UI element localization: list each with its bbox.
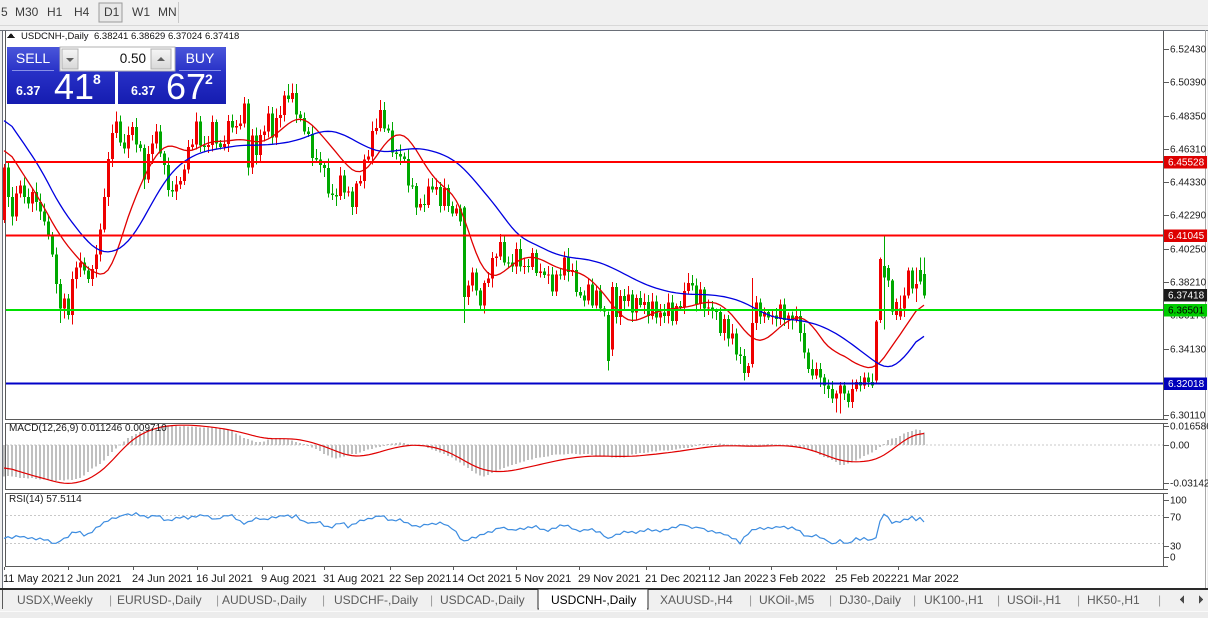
svg-text:EURUSD-,Daily: EURUSD-,Daily	[117, 593, 202, 607]
svg-text:MN: MN	[158, 5, 177, 19]
svg-text:USDCHF-,Daily: USDCHF-,Daily	[334, 593, 418, 607]
svg-text:3 Feb 2022: 3 Feb 2022	[770, 573, 826, 585]
svg-text:|: |	[997, 593, 1000, 607]
svg-text:XAUUSD-,H4: XAUUSD-,H4	[660, 593, 733, 607]
svg-text:SELL: SELL	[16, 50, 50, 66]
svg-text:|: |	[1077, 593, 1080, 607]
svg-text:6.46310: 6.46310	[1170, 145, 1207, 156]
svg-text:D1: D1	[104, 5, 120, 19]
svg-text:HK50-,H1: HK50-,H1	[1087, 593, 1140, 607]
svg-text:70: 70	[1170, 513, 1182, 524]
svg-text:|: |	[829, 593, 832, 607]
svg-text:6.38241 6.38629 6.37024 6.3741: 6.38241 6.38629 6.37024 6.37418	[94, 31, 239, 42]
svg-text:USDCAD-,Daily: USDCAD-,Daily	[440, 593, 525, 607]
svg-text:22 Sep 2021: 22 Sep 2021	[389, 573, 451, 585]
svg-text:UKOil-,M5: UKOil-,M5	[759, 593, 815, 607]
svg-text:6.40250: 6.40250	[1170, 245, 1207, 256]
svg-text:5 Nov 2021: 5 Nov 2021	[515, 573, 571, 585]
svg-text:67: 67	[166, 66, 206, 107]
svg-text:MACD(12,26,9) 0.011246 0.00971: MACD(12,26,9) 0.011246 0.009710	[9, 423, 167, 434]
svg-text:|: |	[430, 593, 433, 607]
svg-text:AUDUSD-,Daily: AUDUSD-,Daily	[222, 593, 307, 607]
svg-text:29 Nov 2021: 29 Nov 2021	[578, 573, 640, 585]
svg-text:H1: H1	[47, 5, 63, 19]
svg-text:W1: W1	[132, 5, 150, 19]
svg-text:RSI(14) 57.5114: RSI(14) 57.5114	[9, 494, 82, 505]
svg-text:6.44330: 6.44330	[1170, 178, 1207, 189]
svg-text:24 Jun 2021: 24 Jun 2021	[132, 573, 193, 585]
svg-text:|: |	[322, 593, 325, 607]
svg-text:6.32018: 6.32018	[1168, 379, 1205, 390]
svg-text:100: 100	[1170, 496, 1187, 507]
svg-text:5: 5	[1, 5, 8, 19]
svg-text:BUY: BUY	[186, 50, 215, 66]
svg-text:0.50: 0.50	[120, 51, 146, 66]
svg-text:31 Aug 2021: 31 Aug 2021	[323, 573, 385, 585]
svg-text:|: |	[1158, 593, 1161, 607]
svg-text:41: 41	[54, 66, 94, 107]
svg-text:9 Aug 2021: 9 Aug 2021	[261, 573, 317, 585]
svg-text:8: 8	[93, 71, 101, 87]
svg-text:0.016586: 0.016586	[1170, 422, 1208, 433]
svg-text:6.37418: 6.37418	[1168, 291, 1205, 302]
svg-text:0.00: 0.00	[1170, 441, 1190, 452]
svg-text:6.45528: 6.45528	[1168, 158, 1205, 169]
svg-text:21 Dec 2021: 21 Dec 2021	[645, 573, 707, 585]
svg-text:6.30110: 6.30110	[1170, 411, 1206, 422]
svg-text:6.34130: 6.34130	[1170, 345, 1207, 356]
svg-text:6.36501: 6.36501	[1168, 306, 1205, 317]
svg-text:2: 2	[205, 71, 213, 87]
svg-text:6.42290: 6.42290	[1170, 211, 1207, 222]
svg-text:14 Oct 2021: 14 Oct 2021	[452, 573, 512, 585]
svg-text:6.50390: 6.50390	[1170, 78, 1207, 89]
svg-text:6.52430: 6.52430	[1170, 45, 1207, 56]
svg-text:11 May 2021: 11 May 2021	[3, 573, 66, 585]
svg-text:-0.031421: -0.031421	[1170, 479, 1208, 490]
svg-text:0: 0	[1170, 553, 1176, 564]
svg-text:25 Feb 2022: 25 Feb 2022	[835, 573, 897, 585]
svg-text:DJ30-,Daily: DJ30-,Daily	[839, 593, 901, 607]
svg-text:|: |	[913, 593, 916, 607]
svg-text:USOil-,H1: USOil-,H1	[1007, 593, 1061, 607]
svg-text:6.37: 6.37	[16, 84, 40, 98]
svg-text:30: 30	[1170, 542, 1182, 553]
svg-text:16 Jul 2021: 16 Jul 2021	[196, 573, 253, 585]
svg-text:USDCNH-,Daily: USDCNH-,Daily	[21, 31, 89, 42]
svg-text:USDX,Weekly: USDX,Weekly	[17, 593, 93, 607]
svg-text:|: |	[749, 593, 752, 607]
svg-text:12 Jan 2022: 12 Jan 2022	[708, 573, 769, 585]
svg-text:UK100-,H1: UK100-,H1	[924, 593, 984, 607]
svg-text:6.37: 6.37	[131, 84, 155, 98]
svg-text:M30: M30	[15, 5, 39, 19]
svg-text:2 Jun 2021: 2 Jun 2021	[67, 573, 121, 585]
svg-text:6.48350: 6.48350	[1170, 112, 1207, 123]
svg-text:6.41045: 6.41045	[1168, 231, 1205, 242]
svg-text:USDCNH-,Daily: USDCNH-,Daily	[551, 593, 636, 607]
svg-text:6.38210: 6.38210	[1170, 278, 1207, 289]
svg-text:|: |	[216, 593, 219, 607]
svg-text:H4: H4	[74, 5, 90, 19]
svg-text:|: |	[109, 593, 112, 607]
svg-text:21 Mar 2022: 21 Mar 2022	[897, 573, 959, 585]
